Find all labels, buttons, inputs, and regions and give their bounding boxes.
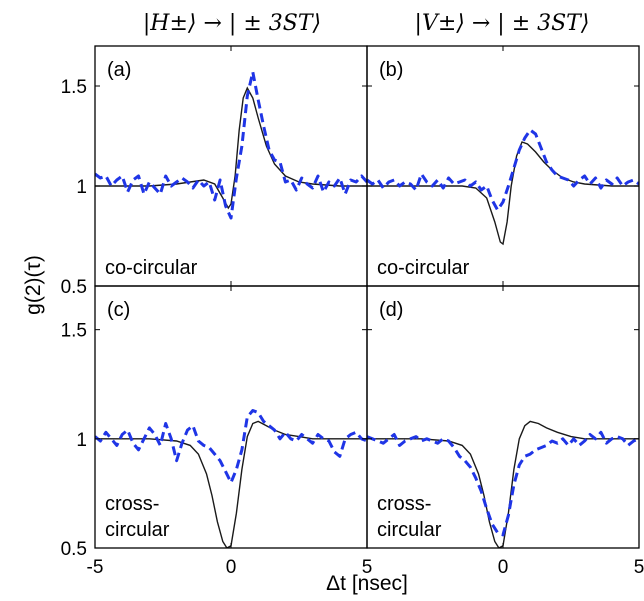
panel-annotation: circular — [105, 519, 170, 541]
panel-annotation: co-circular — [377, 257, 470, 279]
experiment-line — [95, 70, 367, 220]
theory-line — [367, 420, 639, 548]
panel-2: (b) co-circular — [366, 45, 640, 287]
panel-label: (c) — [107, 299, 130, 321]
panel-annotation: cross- — [377, 493, 431, 515]
x-tick-label: 0 — [498, 557, 509, 578]
experiment-line — [367, 430, 639, 537]
experiment-line — [367, 128, 639, 212]
y-tick-label: 0.5 — [61, 277, 87, 298]
panel-frame — [366, 45, 640, 287]
panel-annotation: co-circular — [105, 257, 198, 279]
theory-line — [95, 86, 367, 210]
panel-3: 0.5 1 1.5 -5 0 5 (c) cross-circular — [61, 285, 373, 578]
panel-label: (a) — [107, 59, 131, 81]
panel-1: 0.5 1 1.5 (a) co-circular — [61, 45, 368, 298]
experiment-line — [95, 409, 367, 484]
y-tick-label: 1 — [76, 430, 87, 451]
y-tick-label: 0.5 — [61, 539, 87, 560]
y-tick-label: 1.5 — [61, 77, 87, 98]
panel-label: (d) — [379, 299, 403, 321]
theory-line — [95, 420, 367, 548]
panel-frame — [94, 45, 368, 287]
x-tick-label: 5 — [634, 557, 644, 578]
x-tick-label: 0 — [226, 557, 237, 578]
panel-annotation: cross- — [105, 493, 159, 515]
x-axis-label: Δt [nsec] — [326, 572, 408, 595]
x-tick-label: 5 — [362, 557, 373, 578]
panels: 0.5 1 1.5 (a) co-circular (b) co-circular 0.5 1 1… — [61, 45, 644, 578]
y-axis-label: g(2)(τ) — [22, 255, 45, 315]
panel-annotation: circular — [377, 519, 442, 541]
theory-line — [367, 141, 639, 246]
panel-4: 0 5 (d) cross-circular — [366, 285, 644, 578]
y-tick-label: 1 — [76, 177, 87, 198]
column-title-right: |V±⟩ → | ± 3ST⟩ — [415, 11, 590, 36]
column-title-left: |H±⟩ → | ± 3ST⟩ — [143, 11, 321, 36]
x-tick-label: -5 — [87, 557, 104, 578]
panel-label: (b) — [379, 59, 403, 81]
y-tick-label: 1.5 — [61, 321, 87, 342]
